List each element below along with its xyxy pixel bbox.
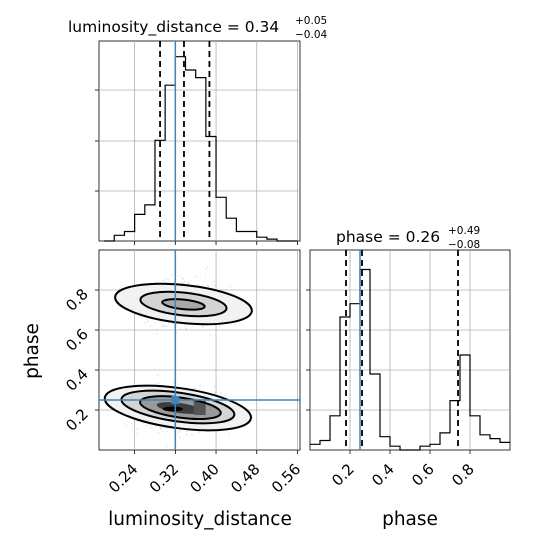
histogram-phase [310, 268, 510, 451]
title-luminosity-distance-sub: −0.04 [295, 29, 327, 41]
x-tick-label: 0.6 [408, 460, 438, 490]
x-tick-label: 0.56 [268, 460, 304, 496]
joint-panel [98, 249, 301, 451]
y-tick-label: 0.2 [62, 405, 92, 435]
x-axis-label-phase: phase [382, 509, 438, 530]
contour-line [139, 395, 222, 421]
title-luminosity-distance-sup: +0.05 [295, 15, 327, 27]
x-axis-label-luminosity-distance: luminosity_distance [108, 509, 292, 530]
density-contours [103, 282, 253, 432]
density-cell [193, 401, 206, 415]
contour-line [161, 298, 206, 311]
x-tick-label: 0.8 [448, 460, 478, 490]
title-luminosity-distance: luminosity_distance = 0.34 [68, 18, 279, 37]
title-phase-sup: +0.49 [448, 225, 480, 237]
contour-line [114, 282, 253, 326]
title-phase: phase = 0.26 [336, 228, 440, 246]
y-tick-label: 0.6 [62, 325, 92, 355]
y-tick-label: 0.8 [62, 285, 92, 315]
contour-line [139, 290, 228, 318]
truth-marker [171, 396, 180, 404]
y-axis-label-phase: phase [22, 323, 43, 379]
y-tick-label: 0.4 [62, 365, 92, 395]
x-tick-label: 0.4 [368, 460, 398, 490]
density-peak [162, 406, 183, 412]
x-tick-label: 0.24 [105, 460, 141, 496]
x-tick-label: 0.32 [146, 460, 182, 496]
title-phase-sub: −0.08 [448, 239, 480, 251]
x-tick-label: 0.48 [227, 460, 263, 496]
histogram-luminosity-distance [104, 56, 298, 242]
x-tick-label: 0.2 [328, 460, 358, 490]
x-tick-label: 0.40 [187, 460, 223, 496]
